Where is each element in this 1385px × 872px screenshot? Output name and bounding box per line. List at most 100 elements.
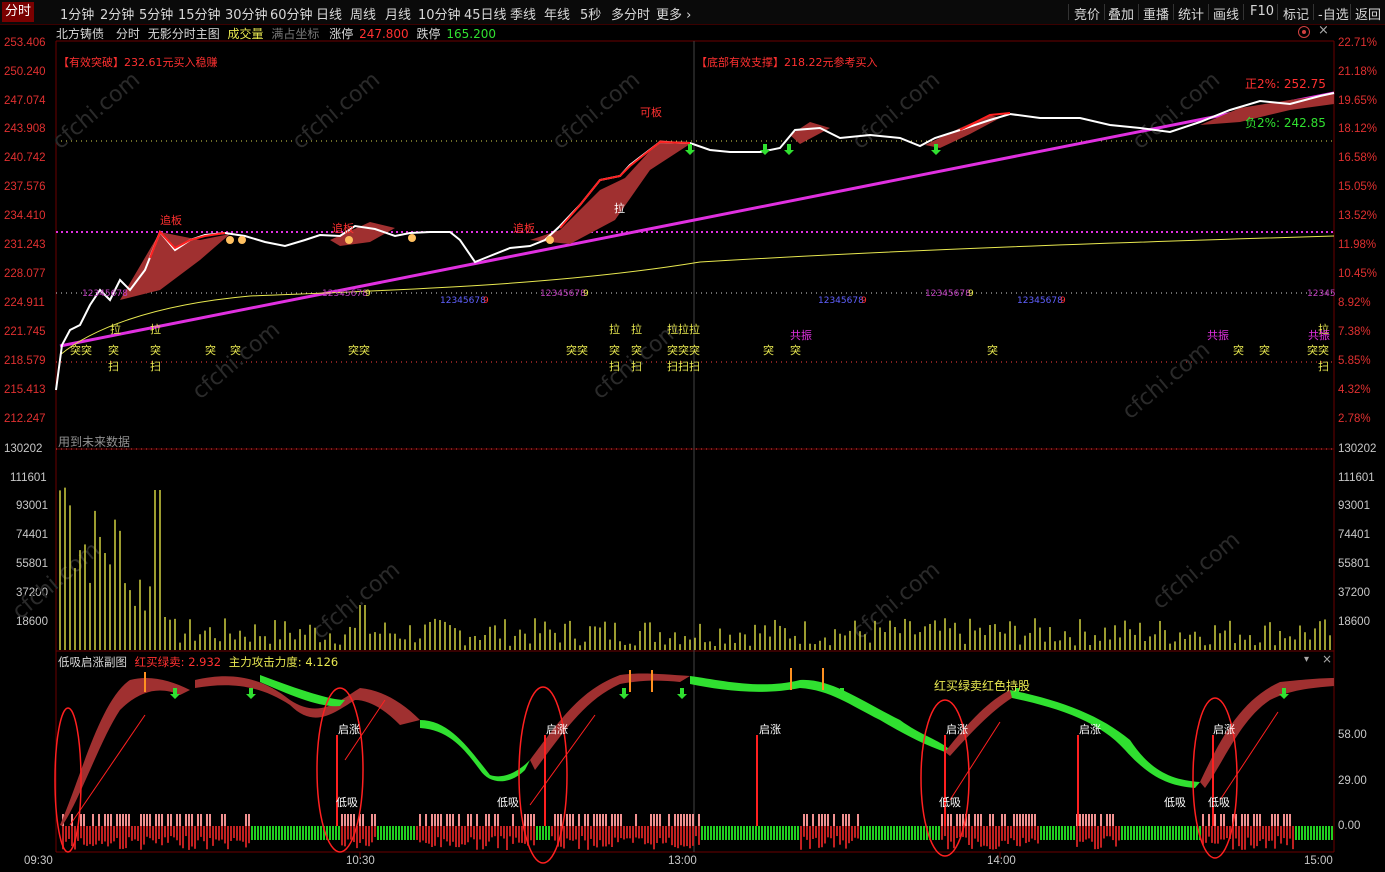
- oscillator-bar: [812, 814, 814, 826]
- oscillator-bar: [935, 826, 937, 840]
- tab-5sec[interactable]: 5秒: [580, 8, 602, 23]
- full-coord-toggle[interactable]: 满占坐标: [271, 27, 320, 41]
- oscillator-bar: [302, 826, 304, 840]
- oscillator-bar: [344, 814, 346, 826]
- watchlist-button[interactable]: -自选: [1318, 4, 1349, 23]
- tab-daily[interactable]: 日线: [316, 8, 343, 23]
- oscillator-bar: [281, 826, 283, 840]
- oscillator-bar: [1001, 814, 1003, 826]
- tab-15min[interactable]: 15分钟: [178, 8, 221, 23]
- svg-text:突: 突: [230, 343, 241, 357]
- oscillator-bar: [143, 826, 145, 845]
- tab-monthly[interactable]: 月线: [385, 8, 412, 23]
- oscillator-bar: [431, 826, 433, 848]
- oscillator-bar: [602, 826, 604, 847]
- tab-weekly[interactable]: 周线: [350, 8, 377, 23]
- oscillator-bar: [1004, 814, 1006, 826]
- indicator-name[interactable]: 无影分时主图: [147, 27, 220, 41]
- price-tick: 240.742: [4, 152, 46, 164]
- svg-text:扫: 扫: [631, 360, 642, 373]
- oscillator-bar: [479, 826, 481, 840]
- oscillator-bar: [443, 826, 445, 840]
- oscillator-bar: [374, 814, 376, 826]
- percent-tick: 4.32%: [1338, 384, 1371, 396]
- svg-text:启涨: 启涨: [759, 723, 781, 736]
- svg-text:追板: 追板: [513, 221, 535, 235]
- tab-5min[interactable]: 5分钟: [139, 8, 174, 23]
- oscillator-bar: [86, 826, 88, 846]
- oscillator-bar: [557, 826, 559, 847]
- tab-60min[interactable]: 60分钟: [270, 8, 313, 23]
- oscillator-bar: [344, 826, 346, 847]
- oscillator-bar: [155, 814, 157, 826]
- oscillator-bar: [785, 826, 787, 840]
- tab-2min[interactable]: 2分钟: [100, 8, 135, 23]
- oscillator-bar: [386, 826, 388, 840]
- overlay-button[interactable]: 叠加: [1108, 8, 1135, 23]
- f10-button[interactable]: F10: [1250, 4, 1275, 19]
- oscillator-bar: [584, 826, 586, 841]
- tab-multi-fenshi[interactable]: 多分时: [611, 8, 651, 23]
- oscillator-bar: [527, 814, 529, 826]
- oscillator-bar: [224, 826, 226, 844]
- oscillator-bar: [698, 826, 700, 845]
- tab-30min[interactable]: 30分钟: [225, 8, 268, 23]
- mark-button[interactable]: 标记: [1283, 8, 1310, 23]
- close-icon[interactable]: ×: [1318, 23, 1329, 38]
- tab-1min[interactable]: 1分钟: [60, 8, 95, 23]
- oscillator-bar: [1109, 814, 1111, 826]
- svg-text:拉: 拉: [631, 322, 642, 336]
- replay-button[interactable]: 重播: [1143, 8, 1170, 23]
- oscillator-bar: [1223, 826, 1225, 840]
- stats-button[interactable]: 统计: [1178, 8, 1205, 23]
- oscillator-bar: [1139, 826, 1141, 840]
- close-sub-icon[interactable]: ×: [1322, 652, 1333, 666]
- tab-more[interactable]: 更多 ›: [656, 4, 691, 23]
- tab-fenshi[interactable]: 分时: [2, 2, 35, 22]
- oscillator-bar: [878, 826, 880, 840]
- oscillator-bar: [191, 826, 193, 847]
- oscillator-bar: [1250, 826, 1252, 846]
- oscillator-bar: [293, 826, 295, 840]
- record-icon[interactable]: [1298, 26, 1310, 38]
- oscillator-bar: [1322, 826, 1324, 840]
- oscillator-bar: [167, 826, 169, 843]
- tab-10min[interactable]: 10分钟: [418, 8, 461, 23]
- oscillator-bar: [1241, 826, 1243, 850]
- back-button[interactable]: 返回: [1355, 8, 1382, 23]
- oscillator-bar: [1241, 814, 1243, 826]
- draw-line-button[interactable]: 画线: [1213, 8, 1240, 23]
- price-tick: 250.240: [4, 66, 46, 78]
- svg-text:突: 突: [987, 343, 998, 357]
- sub-panel-title[interactable]: 低吸启涨副图: [58, 655, 127, 669]
- oscillator-bar: [557, 814, 559, 826]
- future-data-label: 用到未来数据: [58, 435, 131, 449]
- svg-text:共振: 共振: [1308, 328, 1330, 342]
- oscillator-bar: [1124, 826, 1126, 840]
- oscillator-bar: [1085, 826, 1087, 840]
- oscillator-bar: [353, 814, 355, 826]
- oscillator-bar: [647, 826, 649, 844]
- sub-band-red: [530, 673, 690, 770]
- volume-tick: 130202: [4, 443, 43, 455]
- oscillator-bar: [671, 826, 673, 846]
- dropdown-icon[interactable]: ▾: [1304, 654, 1310, 665]
- oscillator-bar: [467, 814, 469, 826]
- oscillator-bar: [1112, 814, 1114, 826]
- tab-45day[interactable]: 45日线: [464, 8, 507, 23]
- oscillator-bar: [779, 826, 781, 840]
- tab-quarterly[interactable]: 季线: [510, 8, 537, 23]
- svg-text:突: 突: [150, 343, 161, 357]
- auction-button[interactable]: 竞价: [1074, 8, 1101, 23]
- oscillator-bar: [485, 826, 487, 847]
- oscillator-bar: [119, 826, 121, 849]
- oscillator-bar: [914, 826, 916, 840]
- volume-bars: [59, 487, 1331, 650]
- oscillator-bar: [1331, 826, 1333, 840]
- oscillator-bar: [1148, 826, 1150, 840]
- oscillator-bar: [1025, 826, 1027, 844]
- volume-label[interactable]: 成交量: [227, 27, 264, 41]
- oscillator-bar: [1112, 826, 1114, 841]
- tab-yearly[interactable]: 年线: [544, 8, 571, 23]
- oscillator-bar: [980, 814, 982, 826]
